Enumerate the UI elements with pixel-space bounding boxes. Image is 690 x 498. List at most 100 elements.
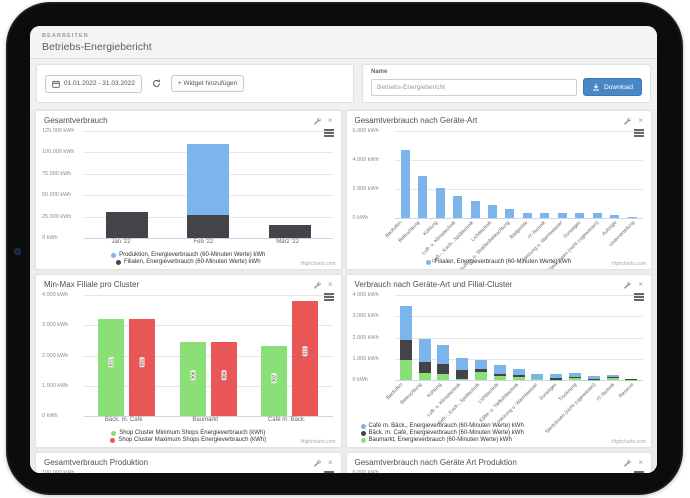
bar[interactable] bbox=[105, 131, 148, 238]
bar[interactable] bbox=[610, 131, 620, 218]
bar-segment[interactable] bbox=[268, 225, 311, 238]
bar-segment[interactable] bbox=[487, 204, 497, 218]
legend-item[interactable]: Produktion, Energieverbrauch (60-Minuten… bbox=[111, 252, 265, 258]
bar[interactable]: 304 bbox=[210, 341, 237, 416]
bar-segment[interactable] bbox=[550, 374, 563, 379]
close-widget-icon[interactable]: × bbox=[327, 279, 333, 289]
bar-segment[interactable] bbox=[569, 373, 582, 378]
bar-segment[interactable] bbox=[105, 212, 148, 238]
chart-export-menu-icon[interactable] bbox=[634, 471, 644, 473]
bar-segment[interactable] bbox=[453, 196, 463, 218]
bar-segment[interactable] bbox=[493, 373, 506, 376]
bar-segment[interactable] bbox=[512, 374, 525, 377]
legend-item[interactable]: Bäck. m. Café, Energieverbrauch (60-Minu… bbox=[360, 430, 524, 436]
bar-segment[interactable] bbox=[187, 143, 230, 215]
close-widget-icon[interactable]: × bbox=[327, 115, 333, 125]
bar-segment[interactable] bbox=[522, 212, 532, 218]
bar-segment[interactable] bbox=[437, 373, 450, 380]
bar[interactable] bbox=[435, 131, 445, 218]
bar-segment[interactable] bbox=[531, 373, 544, 379]
bar[interactable] bbox=[437, 295, 450, 380]
configure-widget-wrench-icon[interactable] bbox=[623, 281, 632, 289]
bar-segment[interactable] bbox=[475, 368, 488, 372]
configure-widget-wrench-icon[interactable] bbox=[313, 459, 321, 467]
chart-export-menu-icon[interactable] bbox=[323, 471, 334, 473]
bar[interactable] bbox=[456, 295, 469, 380]
configure-widget-wrench-icon[interactable] bbox=[313, 117, 321, 125]
bar[interactable] bbox=[505, 131, 515, 218]
bar-segment[interactable] bbox=[606, 377, 619, 380]
bar[interactable] bbox=[418, 295, 431, 380]
bar[interactable] bbox=[522, 131, 532, 218]
bar-segment[interactable] bbox=[512, 376, 525, 380]
bar[interactable] bbox=[557, 131, 567, 218]
configure-widget-wrench-icon[interactable] bbox=[313, 281, 321, 289]
bar[interactable] bbox=[592, 131, 602, 218]
bar-segment[interactable] bbox=[475, 371, 488, 380]
legend-item[interactable]: Baumarkt, Energieverbrauch (60-Minuten W… bbox=[360, 437, 512, 443]
bar-segment[interactable] bbox=[550, 378, 563, 380]
bar[interactable] bbox=[399, 295, 412, 380]
report-name-input[interactable] bbox=[371, 78, 578, 96]
bar-segment[interactable] bbox=[456, 379, 469, 380]
chart-credits[interactable]: Highcharts.com bbox=[300, 261, 336, 267]
bar[interactable]: 306 bbox=[179, 341, 206, 416]
bar[interactable] bbox=[268, 131, 311, 238]
date-range-button[interactable]: 01.01.2022 - 31.03.2022 bbox=[45, 74, 142, 93]
legend-item[interactable]: Filialen, Energieverbrauch (60-Minuten W… bbox=[426, 259, 571, 265]
chart-export-menu-icon[interactable] bbox=[323, 129, 334, 139]
bar[interactable] bbox=[587, 295, 600, 380]
close-widget-icon[interactable]: × bbox=[327, 457, 333, 467]
bar-segment[interactable] bbox=[187, 214, 230, 238]
bar-segment[interactable] bbox=[575, 213, 585, 218]
bar[interactable] bbox=[569, 295, 582, 380]
chart-export-menu-icon[interactable] bbox=[323, 293, 334, 303]
bar-segment[interactable] bbox=[569, 377, 582, 379]
bar-segment[interactable] bbox=[399, 359, 412, 380]
bar-segment[interactable] bbox=[592, 213, 602, 218]
bar[interactable]: 521 bbox=[98, 319, 125, 416]
bar-segment[interactable] bbox=[540, 213, 550, 218]
bar-segment[interactable] bbox=[625, 378, 638, 380]
bar-segment[interactable] bbox=[418, 361, 431, 373]
bar[interactable] bbox=[627, 131, 637, 218]
bar-segment[interactable] bbox=[470, 200, 480, 218]
bar[interactable]: 581 bbox=[129, 319, 156, 416]
bar-segment[interactable] bbox=[531, 379, 544, 380]
bar-segment[interactable] bbox=[418, 175, 428, 218]
bar-segment[interactable] bbox=[437, 364, 450, 374]
bar[interactable]: 312 bbox=[292, 301, 319, 416]
bar-segment[interactable] bbox=[493, 375, 506, 380]
bar-segment[interactable] bbox=[493, 365, 506, 374]
bar[interactable] bbox=[487, 131, 497, 218]
bar-segment[interactable] bbox=[399, 339, 412, 360]
bar[interactable] bbox=[540, 131, 550, 218]
bar[interactable] bbox=[475, 295, 488, 380]
bar-segment[interactable] bbox=[475, 359, 488, 369]
bar[interactable] bbox=[470, 131, 480, 218]
close-widget-icon[interactable]: × bbox=[638, 457, 643, 467]
chart-credits[interactable]: Highcharts.com bbox=[300, 439, 336, 445]
bar[interactable] bbox=[187, 131, 230, 238]
bar-segment[interactable] bbox=[505, 208, 515, 218]
bar-segment[interactable] bbox=[399, 305, 412, 340]
bar[interactable] bbox=[531, 295, 544, 380]
bar-segment[interactable] bbox=[418, 372, 431, 380]
close-widget-icon[interactable]: × bbox=[638, 115, 643, 125]
bar[interactable] bbox=[493, 295, 506, 380]
bar-segment[interactable] bbox=[456, 370, 469, 380]
chart-credits[interactable]: Highcharts.com bbox=[611, 439, 646, 445]
bar-segment[interactable] bbox=[569, 378, 582, 380]
bar-segment[interactable] bbox=[606, 375, 619, 378]
bar-segment[interactable] bbox=[418, 338, 431, 362]
bar-segment[interactable] bbox=[400, 149, 410, 218]
bar-segment[interactable] bbox=[531, 378, 544, 380]
bar[interactable]: 307 bbox=[261, 346, 288, 416]
bar[interactable] bbox=[400, 131, 410, 218]
chart-export-menu-icon[interactable] bbox=[634, 293, 644, 303]
bar[interactable] bbox=[453, 131, 463, 218]
bar-segment[interactable] bbox=[627, 217, 637, 218]
legend-item[interactable]: Shop Cluster Minimum Shops Energieverbra… bbox=[111, 430, 265, 436]
bar[interactable] bbox=[550, 295, 563, 380]
bar-segment[interactable] bbox=[557, 213, 567, 218]
